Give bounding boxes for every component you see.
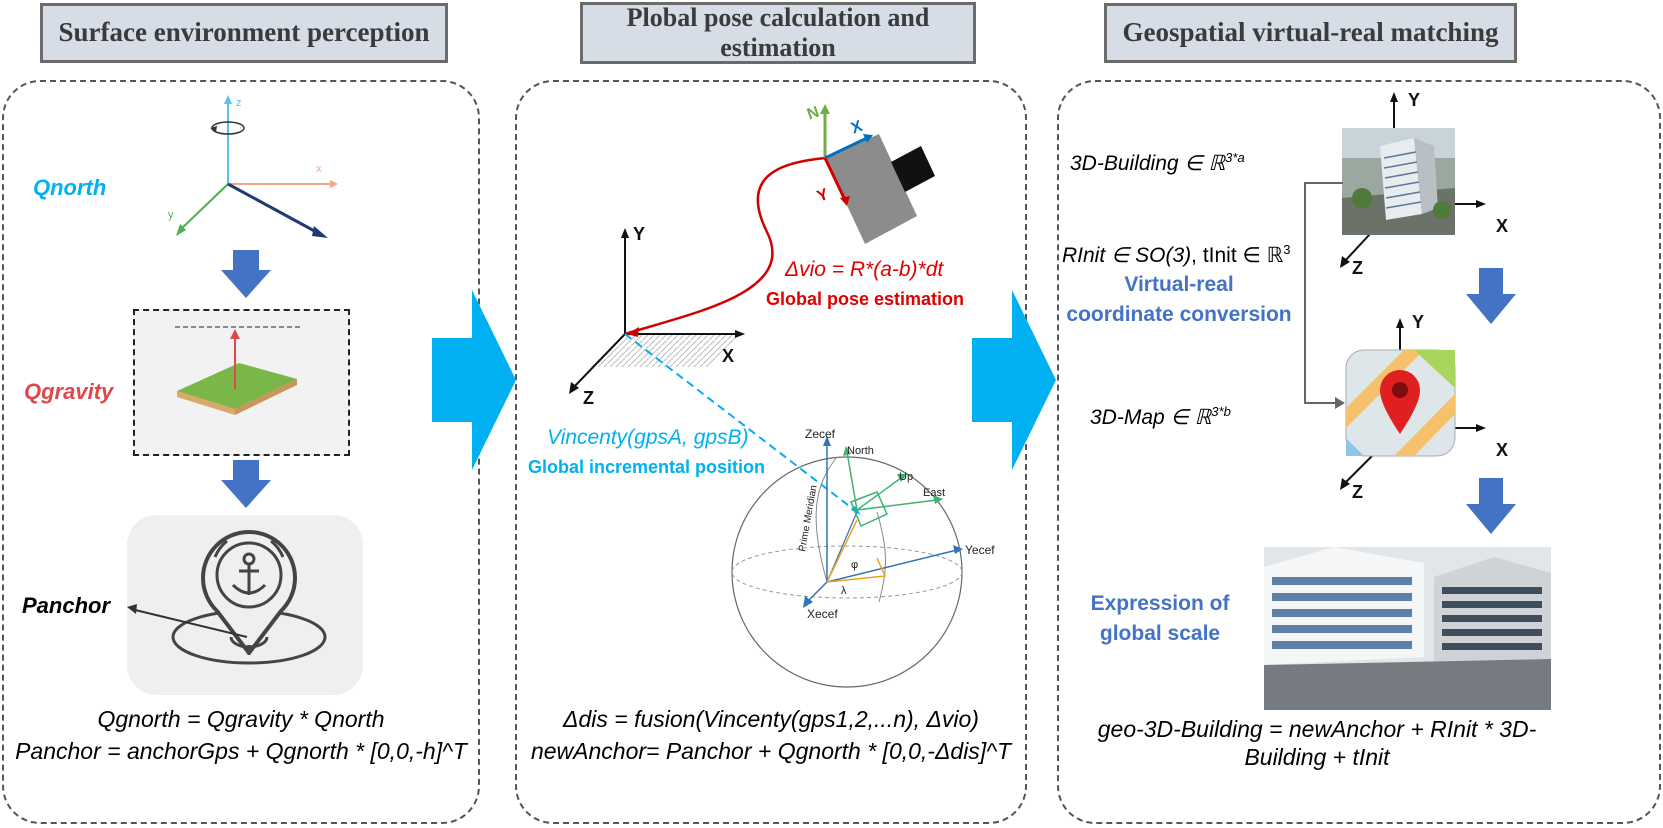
map-label: 3D-Map ∈ ℝ3*b xyxy=(1090,404,1231,430)
map-axis-x-label: X xyxy=(1496,440,1508,460)
right-formula-2: Building + tInit xyxy=(1244,744,1390,770)
qgravity-label: Qgravity xyxy=(24,379,114,404)
panchor-label: Panchor xyxy=(22,593,111,618)
building-label-text: 3D-Building ∈ ℝ xyxy=(1070,152,1226,175)
flow-arrow-1 xyxy=(432,290,516,470)
title-middle-line1: Plobal pose calculation and xyxy=(626,3,930,33)
rinit-label: RInit ∈ SO(3), tInit ∈ ℝ3 xyxy=(1062,242,1291,268)
title-pose-calculation: Plobal pose calculation and estimation xyxy=(580,2,976,64)
north-label: North xyxy=(847,445,874,457)
down-arrow-right-2 xyxy=(1466,478,1516,534)
axis-z-label: z xyxy=(236,97,242,109)
flow-arrow-2 xyxy=(972,290,1056,470)
building-thumbnail-image xyxy=(1342,128,1455,235)
world-axis-x-label: X xyxy=(722,346,734,366)
global-pose-label: Global pose estimation xyxy=(766,289,965,309)
globe-x-label: Xecef xyxy=(807,607,838,621)
cam-axis-x-label: X xyxy=(849,118,865,138)
expression-line1: Expression of xyxy=(1090,592,1230,615)
ground-plane-icon xyxy=(175,326,300,415)
panel-right xyxy=(1057,80,1661,824)
building-label-sup: 3*a xyxy=(1225,150,1245,165)
left-formula-1: Qgnorth = Qgravity * Qnorth xyxy=(97,706,385,732)
cam-axis-n-label: N xyxy=(805,104,822,124)
up-label: Up xyxy=(899,471,913,483)
panel-middle xyxy=(515,80,1027,824)
right-formula-1: geo-3D-Building = newAnchor + RInit * 3D… xyxy=(1097,716,1537,742)
globe-z-label: Zecef xyxy=(805,427,836,441)
world-axis-z-label: Z xyxy=(583,388,594,408)
street-photo-image xyxy=(1264,547,1551,710)
lambda-label: λ xyxy=(841,585,847,597)
vr-conversion-line2: coordinate conversion xyxy=(1066,303,1292,326)
east-label: East xyxy=(923,487,945,499)
map-label-sup: 3*b xyxy=(1211,404,1231,419)
title-left-text: Surface environment perception xyxy=(58,17,430,48)
phi-label: φ xyxy=(851,559,858,571)
title-right-text: Geospatial virtual-real matching xyxy=(1122,17,1499,48)
title-surface-perception: Surface environment perception xyxy=(40,3,448,63)
connector-lines xyxy=(1304,182,1345,409)
axis-y-label: y xyxy=(168,209,174,221)
down-arrow-left-2 xyxy=(221,460,271,508)
title-middle-line2: estimation xyxy=(720,33,836,62)
qgravity-box xyxy=(133,309,350,456)
down-arrow-right-1 xyxy=(1466,268,1516,324)
building-axis-x-label: X xyxy=(1496,216,1508,236)
middle-formula-1: Δdis = fusion(Vincenty(gps1,2,...n), Δvi… xyxy=(563,706,979,732)
left-formula-2: Panchor = anchorGps + Qgnorth * [0,0,-h]… xyxy=(15,738,467,764)
pose-estimation-diagram: Y X Z N X Y Zecef Yecef Xecef φ λ North … xyxy=(569,104,995,688)
building-axis-z-label: Z xyxy=(1352,258,1363,278)
axis-x-label: x xyxy=(316,163,322,175)
global-incremental-label: Global incremental position xyxy=(528,457,766,477)
map-pin-icon xyxy=(1345,349,1456,457)
map-axis-y-label: Y xyxy=(1412,312,1424,332)
qnorth-axes-icon: z x y xyxy=(168,95,338,238)
rinit-label-a: RInit ∈ SO(3) xyxy=(1062,244,1192,267)
dvio-label: Δvio = R*(a-b)*dt xyxy=(785,258,944,281)
anchor-pin-icon xyxy=(127,530,327,665)
vincenty-label: Vincenty(gpsA, gpsB) xyxy=(547,426,749,449)
rinit-label-sup: 3 xyxy=(1283,242,1291,257)
map-label-text: 3D-Map ∈ ℝ xyxy=(1090,406,1212,429)
title-virtual-real-matching: Geospatial virtual-real matching xyxy=(1104,3,1517,63)
rinit-label-b: , tInit ∈ ℝ xyxy=(1191,244,1284,267)
building-axis-y-label: Y xyxy=(1408,90,1420,110)
map-axis-z-label: Z xyxy=(1352,482,1363,502)
vr-conversion-line1: Virtual-real xyxy=(1124,273,1234,296)
world-axis-y-label: Y xyxy=(633,224,645,244)
cam-axis-y-label: Y xyxy=(815,186,831,206)
globe-y-label: Yecef xyxy=(965,543,995,557)
building-label: 3D-Building ∈ ℝ3*a xyxy=(1070,150,1245,176)
middle-formula-2: newAnchor= Panchor + Qgnorth * [0,0,-Δdi… xyxy=(530,738,1012,764)
down-arrow-left-1 xyxy=(221,250,271,298)
qnorth-label: Qnorth xyxy=(33,175,107,200)
expression-line2: global scale xyxy=(1099,622,1221,645)
